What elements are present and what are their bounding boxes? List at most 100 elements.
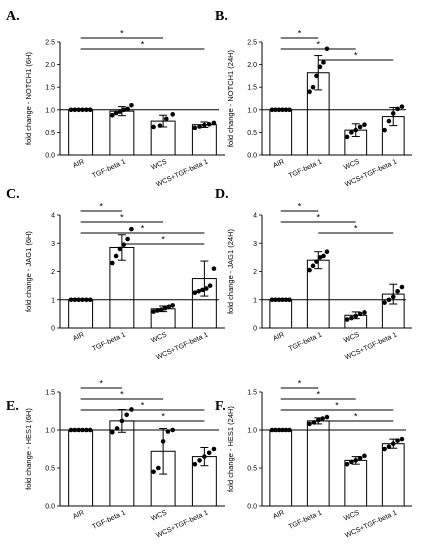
chart-panel-1: A. 0.0 0.5 1.0 1.5 2.0 2.5 fold change - NOTCH1… — [6, 9, 225, 189]
data-point — [125, 106, 130, 112]
data-point — [121, 107, 127, 113]
chart-panel-3: C. 0 1 2 3 4 fold change - JAG1 (6H) AIR TGF-bet… — [6, 187, 225, 362]
data-point — [357, 124, 363, 130]
data-point — [72, 427, 78, 433]
y-tick-label: 1.0 — [45, 428, 55, 435]
data-point — [349, 130, 354, 135]
y-tick-label: 0.0 — [247, 504, 257, 511]
significance-star: * — [354, 224, 358, 234]
y-tick-label: 0.0 — [247, 153, 257, 160]
data-point — [357, 311, 363, 317]
data-point — [203, 286, 209, 291]
data-point — [349, 315, 354, 321]
data-point — [125, 236, 130, 242]
significance-star: * — [298, 202, 302, 212]
data-point — [165, 429, 171, 434]
bar-4 — [381, 443, 405, 507]
data-point — [162, 305, 168, 311]
data-point — [344, 461, 350, 467]
data-point — [311, 420, 317, 425]
data-point — [192, 125, 198, 131]
data-point — [76, 107, 82, 113]
data-point — [269, 427, 275, 433]
data-point — [68, 297, 74, 303]
data-point — [321, 253, 326, 259]
data-point — [307, 421, 312, 427]
data-point — [280, 107, 285, 113]
data-point — [390, 441, 396, 446]
y-tick-label: 2.5 — [247, 40, 257, 47]
data-point — [80, 297, 85, 303]
data-point — [395, 288, 400, 294]
data-point — [395, 106, 400, 112]
bar-2 — [109, 110, 135, 156]
data-point — [211, 446, 217, 452]
data-point — [76, 297, 82, 303]
panel-letter: E. — [6, 399, 19, 414]
data-point — [196, 288, 201, 294]
data-point — [192, 461, 198, 467]
y-axis-label: fold change - HES1 (24H) — [226, 406, 235, 492]
data-point — [87, 297, 93, 303]
bar-3 — [344, 459, 368, 507]
x-category-label: WCS — [343, 509, 361, 522]
x-category-label: TGF-beta 1 — [288, 509, 323, 531]
data-point — [114, 426, 120, 431]
data-point — [117, 109, 123, 114]
bar-1 — [68, 299, 94, 329]
data-point — [273, 107, 278, 113]
chart-panel-2: B. 0.0 0.5 1.0 1.5 2.0 2.5 fold change - NOTCH1… — [215, 9, 412, 189]
data-point — [84, 297, 89, 303]
data-point — [87, 427, 93, 433]
data-point — [68, 107, 74, 113]
x-category-label: WCS — [150, 509, 168, 522]
y-tick-label: 0.0 — [45, 504, 55, 511]
data-point — [206, 450, 212, 456]
data-point — [382, 127, 387, 133]
significance-star: * — [316, 40, 320, 50]
data-point — [170, 427, 175, 433]
data-point — [87, 107, 93, 113]
data-point — [164, 116, 169, 122]
x-category-label: WCS — [150, 158, 168, 171]
y-tick-label: 0.5 — [247, 466, 257, 473]
data-point — [324, 414, 330, 420]
data-point — [321, 60, 326, 65]
data-point — [314, 73, 319, 79]
data-point — [307, 267, 312, 273]
data-point — [399, 104, 405, 109]
data-point — [269, 297, 275, 303]
data-point — [344, 317, 350, 322]
significance-star: * — [335, 401, 339, 411]
data-point — [110, 429, 115, 435]
significance-star: * — [316, 213, 320, 223]
chart-panel-6: F. 0.0 0.5 1.0 1.5 fold change - HES1 (24H) AI… — [215, 379, 412, 540]
data-point — [206, 121, 212, 127]
data-point — [202, 122, 207, 128]
significance-star: * — [298, 379, 302, 389]
data-point — [170, 303, 175, 308]
data-point — [344, 134, 350, 140]
x-category-label: AIR — [72, 331, 86, 342]
data-point — [353, 458, 359, 463]
significance-star: * — [141, 224, 145, 234]
data-point — [110, 112, 115, 118]
bar-1 — [68, 109, 94, 156]
data-point — [390, 294, 396, 300]
data-point — [207, 283, 213, 288]
significance-star: * — [141, 401, 145, 411]
data-point — [197, 124, 202, 129]
data-point — [382, 446, 387, 452]
data-point — [283, 427, 289, 433]
data-point — [76, 427, 82, 433]
panel-letter: B. — [215, 9, 228, 24]
data-point — [349, 459, 354, 465]
y-tick-label: 2.0 — [247, 62, 257, 69]
data-point — [84, 427, 89, 433]
significance-star: * — [120, 390, 124, 400]
significance-star: * — [120, 213, 124, 223]
significance-star: * — [161, 235, 165, 245]
panel-letter: A. — [6, 9, 20, 24]
data-point — [357, 455, 363, 461]
x-category-label: AIR — [272, 331, 286, 342]
